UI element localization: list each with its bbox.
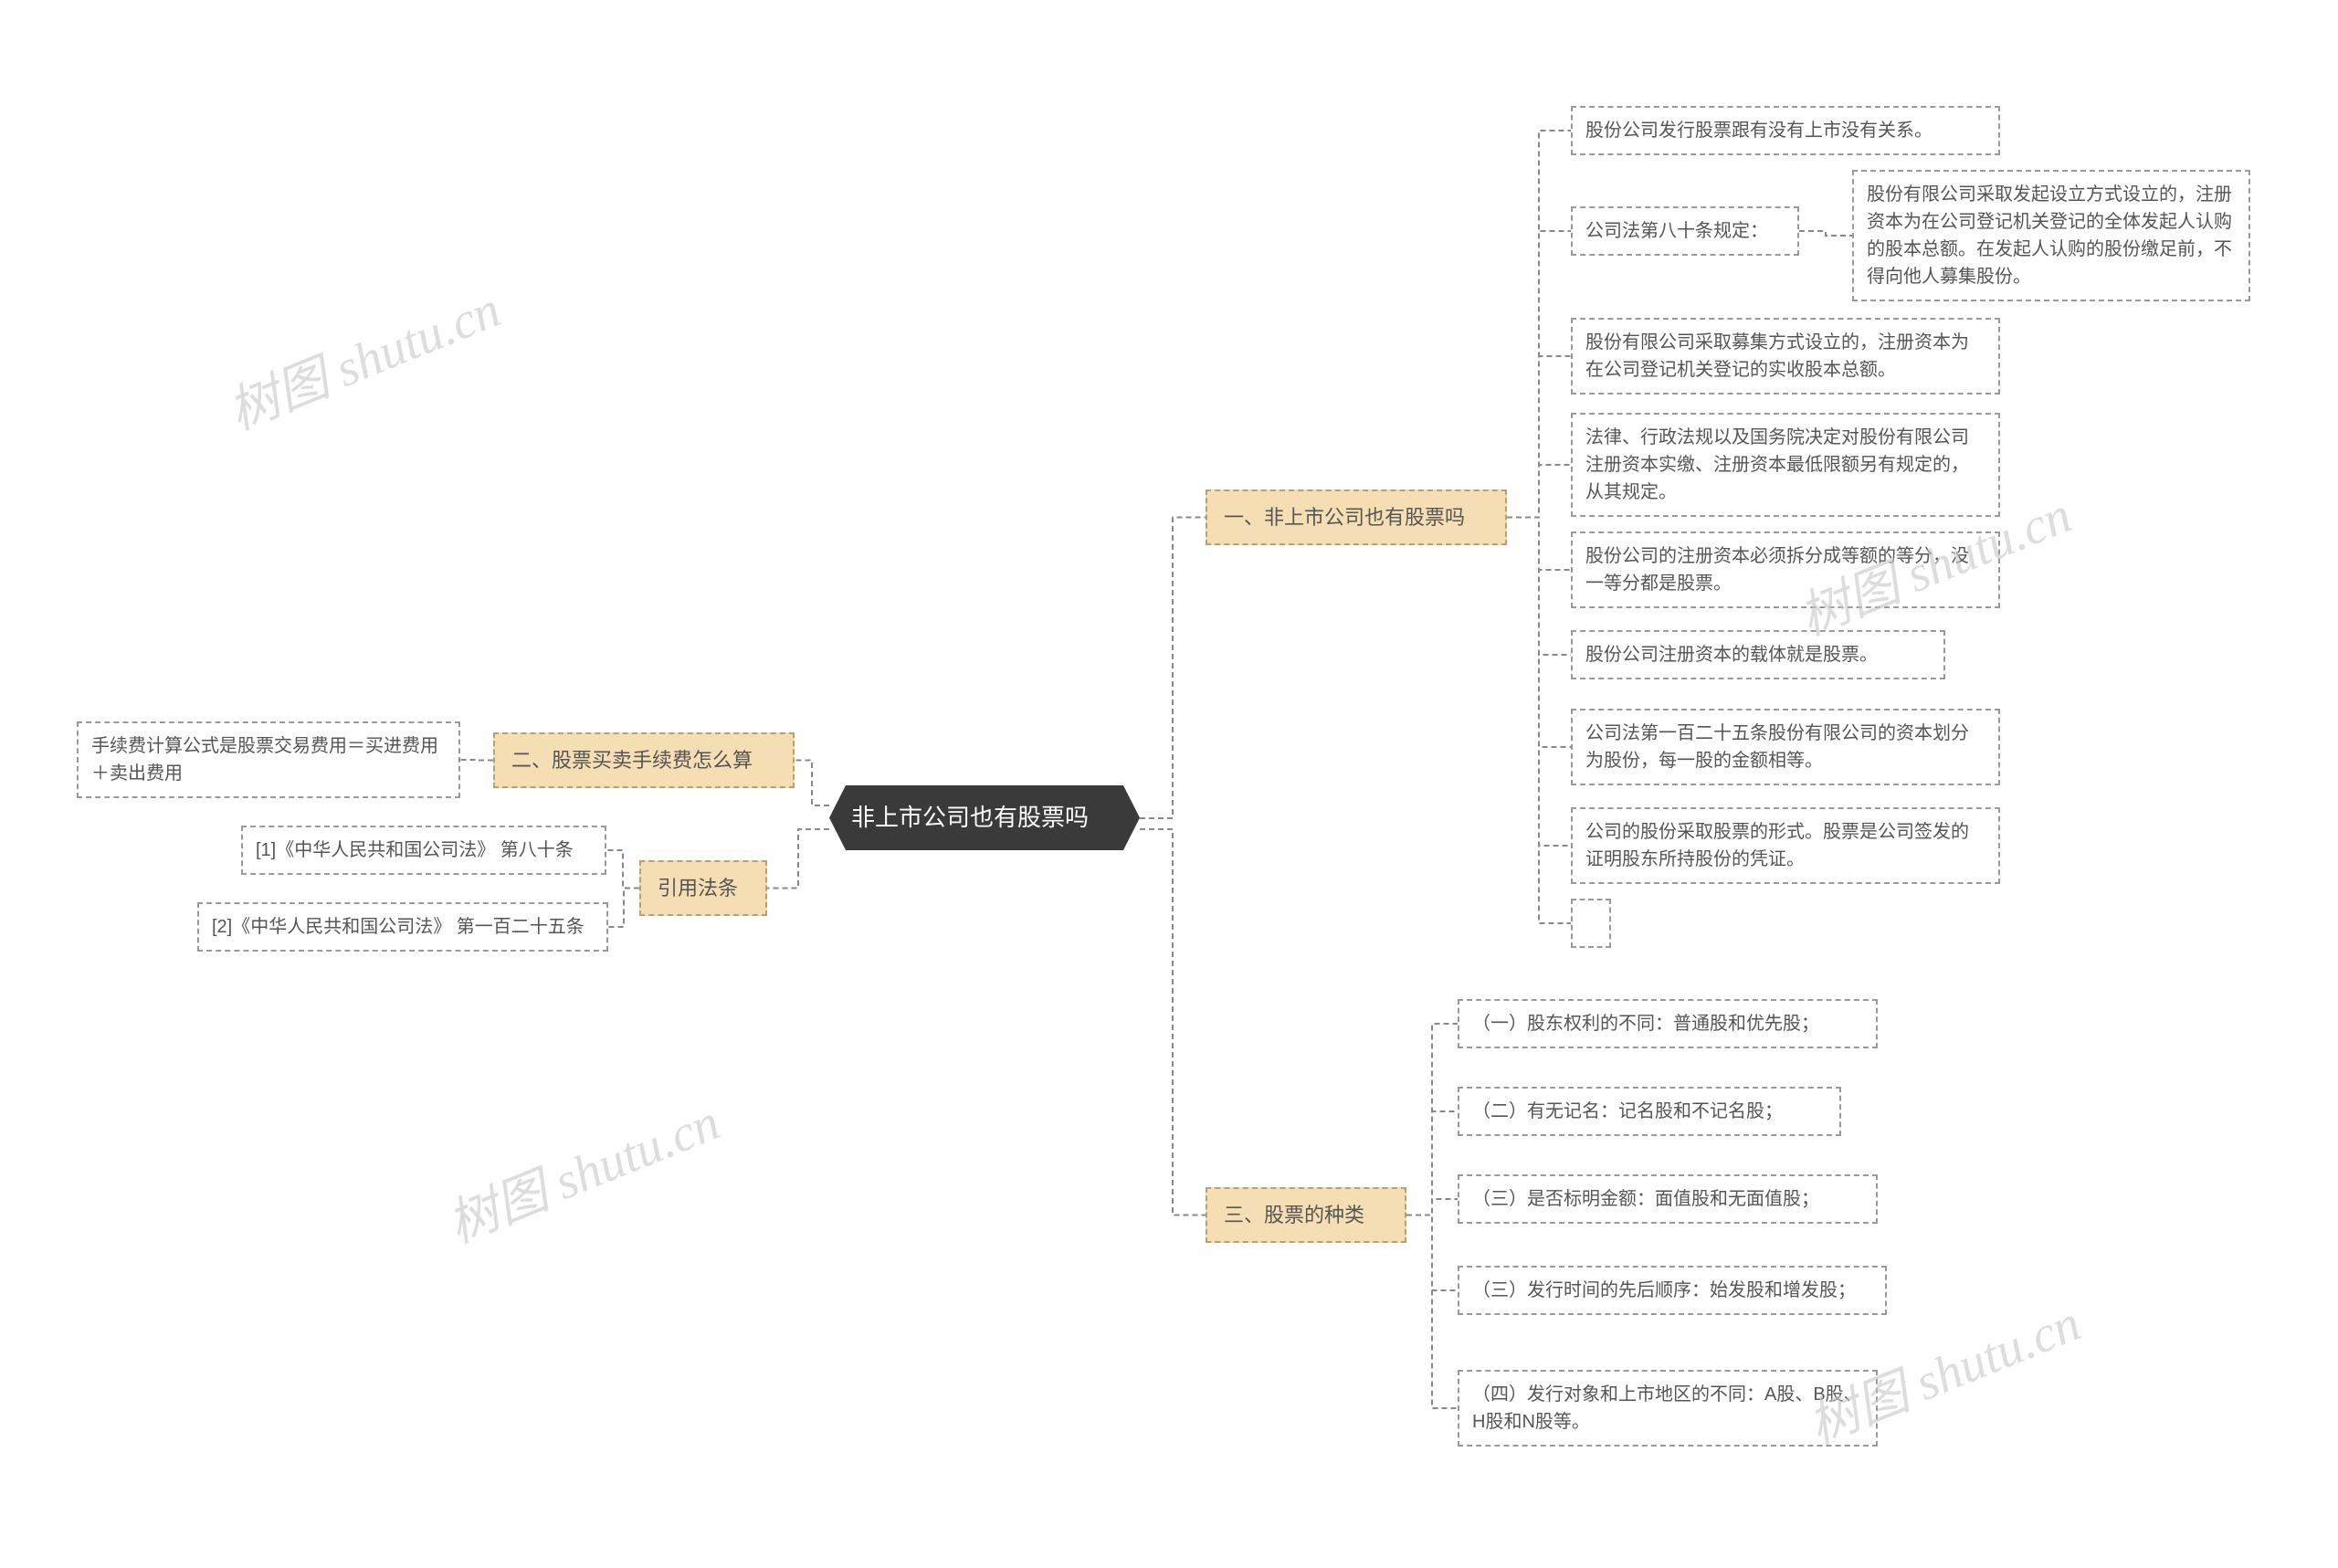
mindmap-canvas: 非上市公司也有股票吗 一、非上市公司也有股票吗 二、股票买卖手续费怎么算 三、股… bbox=[0, 0, 2338, 1568]
leaf-node[interactable]: 法律、行政法规以及国务院决定对股份有限公司注册资本实缴、注册资本最低限额另有规定… bbox=[1571, 413, 2000, 517]
watermark: 树图 shutu.cn bbox=[216, 268, 510, 445]
leaf-node[interactable] bbox=[1571, 899, 1611, 948]
leaf-node[interactable]: （四）发行对象和上市地区的不同：A股、B股、H股和N股等。 bbox=[1458, 1370, 1878, 1447]
leaf-node[interactable]: 股份公司注册资本的载体就是股票。 bbox=[1571, 630, 1945, 679]
leaf-node[interactable]: （三）是否标明金额：面值股和无面值股； bbox=[1458, 1174, 1878, 1224]
watermark: 树图 shutu.cn bbox=[435, 1081, 729, 1258]
leaf-node[interactable]: 公司法第八十条规定： bbox=[1571, 206, 1799, 256]
leaf-node[interactable]: 公司法第一百二十五条股份有限公司的资本划分为股份，每一股的金额相等。 bbox=[1571, 709, 2000, 785]
root-node[interactable]: 非上市公司也有股票吗 bbox=[829, 785, 1140, 850]
leaf-node[interactable]: （三）发行时间的先后顺序：始发股和增发股； bbox=[1458, 1266, 1887, 1315]
leaf-node[interactable]: （一）股东权利的不同：普通股和优先股； bbox=[1458, 999, 1878, 1048]
leaf-node[interactable]: 股份公司发行股票跟有没有上市没有关系。 bbox=[1571, 106, 2000, 155]
leaf-node[interactable]: [1]《中华人民共和国公司法》 第八十条 bbox=[241, 826, 606, 875]
leaf-node[interactable]: 股份有限公司采取发起设立方式设立的，注册资本为在公司登记机关登记的全体发起人认购… bbox=[1852, 170, 2250, 301]
branch-node-4[interactable]: 引用法条 bbox=[639, 860, 767, 916]
leaf-node[interactable]: 股份公司的注册资本必须拆分成等额的等分，没一等分都是股票。 bbox=[1571, 531, 2000, 608]
branch-node-2[interactable]: 二、股票买卖手续费怎么算 bbox=[493, 732, 795, 788]
leaf-node[interactable]: 公司的股份采取股票的形式。股票是公司签发的证明股东所持股份的凭证。 bbox=[1571, 807, 2000, 884]
branch-node-1[interactable]: 一、非上市公司也有股票吗 bbox=[1206, 489, 1507, 545]
leaf-node[interactable]: [2]《中华人民共和国公司法》 第一百二十五条 bbox=[197, 902, 608, 952]
leaf-node[interactable]: 股份有限公司采取募集方式设立的，注册资本为在公司登记机关登记的实收股本总额。 bbox=[1571, 318, 2000, 395]
leaf-node[interactable]: （二）有无记名：记名股和不记名股； bbox=[1458, 1087, 1841, 1136]
leaf-node[interactable]: 手续费计算公式是股票交易费用＝买进费用＋卖出费用 bbox=[77, 721, 460, 798]
branch-node-3[interactable]: 三、股票的种类 bbox=[1206, 1187, 1406, 1243]
